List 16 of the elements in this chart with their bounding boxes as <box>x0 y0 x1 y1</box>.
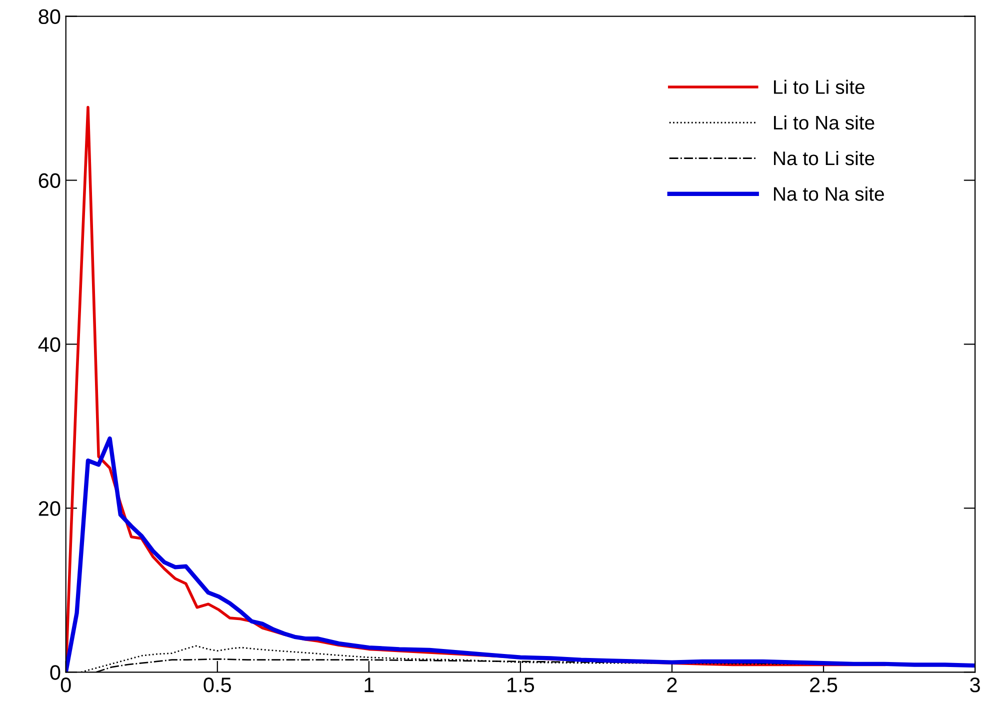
legend-label: Li to Na site <box>774 115 874 130</box>
legend-label: Na to Na site <box>774 186 884 201</box>
x-tick-label: 3 <box>970 678 980 692</box>
y-tick-label: 20 <box>38 501 60 516</box>
y-tick-label: 40 <box>38 337 60 352</box>
y-tick-label: 80 <box>38 9 60 24</box>
x-tick-label: 2.5 <box>810 678 838 692</box>
legend-label: Li to Li site <box>774 80 865 94</box>
legend-label: Na to Li site <box>774 150 874 166</box>
y-tick-label: 60 <box>38 173 60 188</box>
x-tick-label: 1.5 <box>508 678 534 692</box>
y-tick-label: 0 <box>50 665 60 680</box>
x-tick-label: 2 <box>667 678 677 692</box>
x-tick-label: 1 <box>364 678 374 692</box>
x-tick-label: 0 <box>60 678 71 692</box>
x-tick-label: 0.5 <box>204 678 232 692</box>
